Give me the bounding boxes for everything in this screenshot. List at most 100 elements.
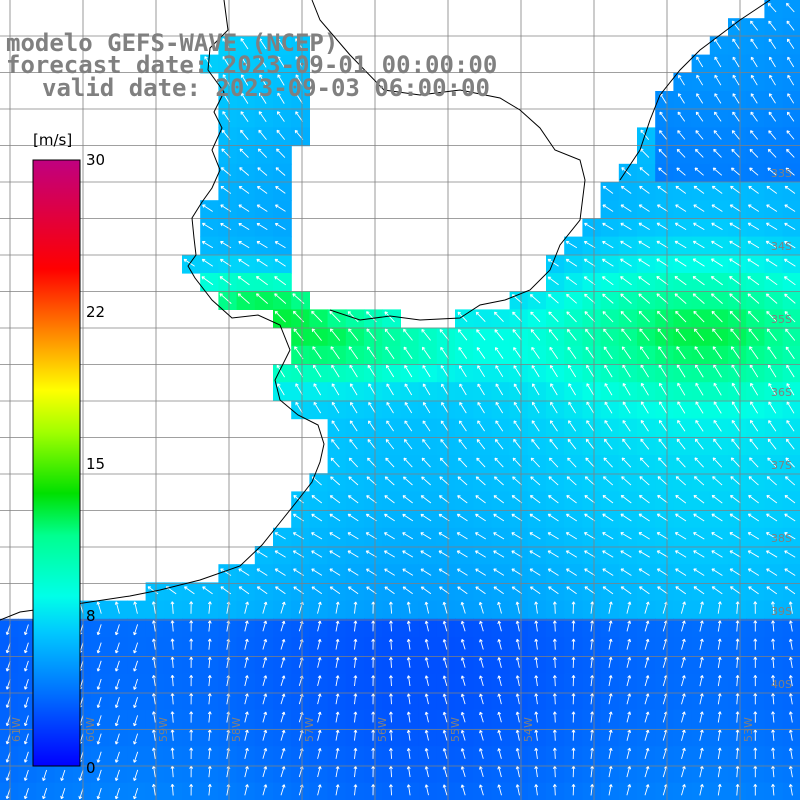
wind-arrow <box>353 766 358 778</box>
wind-speed-cell <box>782 254 800 274</box>
wind-arrow <box>590 747 595 759</box>
wind-arrow <box>244 747 249 760</box>
wind-arrow <box>456 568 468 576</box>
wind-arrow <box>621 328 632 341</box>
wind-arrow <box>656 240 669 249</box>
wind-arrow <box>460 748 466 759</box>
wind-arrow <box>656 293 669 304</box>
wind-arrow <box>439 586 450 595</box>
wind-arrow <box>699 747 704 760</box>
wind-arrow <box>659 130 668 140</box>
wind-arrow <box>317 766 322 778</box>
wind-arrow <box>406 711 411 723</box>
wind-arrow <box>620 513 632 522</box>
wind-arrow <box>331 420 340 432</box>
wind-arrow <box>170 747 175 760</box>
wind-arrow <box>620 550 632 558</box>
wind-arrow <box>403 328 413 341</box>
wind-arrow <box>424 657 429 668</box>
wind-arrow <box>114 660 120 672</box>
wind-arrow <box>133 787 139 800</box>
wind-arrow <box>515 784 520 796</box>
wind-arrow <box>750 38 758 49</box>
wind-arrow <box>497 693 502 705</box>
wind-arrow <box>712 457 723 468</box>
wind-arrow <box>639 167 650 176</box>
wind-arrow <box>786 420 795 432</box>
wind-arrow <box>420 550 432 558</box>
wind-arrow <box>787 93 795 104</box>
wind-arrow <box>240 92 249 104</box>
wind-arrow <box>747 222 760 230</box>
wind-arrow <box>256 185 268 194</box>
wind-arrow <box>675 513 687 522</box>
wind-arrow <box>568 420 577 432</box>
wind-arrow <box>711 550 723 558</box>
wind-speed-cell <box>782 345 800 365</box>
wind-arrow <box>170 783 175 796</box>
wind-arrow <box>244 601 249 614</box>
wind-arrow <box>534 693 539 705</box>
wind-arrow <box>317 675 322 687</box>
wind-arrow <box>201 241 214 249</box>
wind-speed-cell <box>782 200 800 219</box>
wind-arrow <box>566 568 577 576</box>
wind-arrow <box>735 656 740 668</box>
wind-arrow <box>96 624 102 636</box>
wind-arrow <box>656 550 669 558</box>
wind-arrow <box>608 729 613 741</box>
wind-arrow <box>317 657 322 668</box>
wind-speed-cell <box>782 91 800 110</box>
wind-arrow <box>771 638 775 650</box>
wind-arrow <box>586 364 595 378</box>
wind-arrow <box>133 769 139 781</box>
wind-arrow <box>189 674 194 687</box>
wind-arrow <box>262 620 268 632</box>
wind-arrow <box>768 93 776 104</box>
wind-arrow <box>656 204 669 212</box>
wind-arrow <box>693 476 705 486</box>
wind-arrow <box>568 383 576 396</box>
wind-arrow <box>552 656 557 668</box>
wind-arrow <box>534 601 539 614</box>
wind-arrow <box>494 347 504 359</box>
wind-arrow <box>586 401 595 414</box>
wind-speed-cell <box>782 54 800 74</box>
wind-arrow <box>389 657 393 668</box>
wind-arrow <box>711 586 723 595</box>
wind-arrow <box>459 365 467 378</box>
wind-arrow <box>769 74 776 86</box>
wind-arrow <box>456 550 468 558</box>
wind-arrow <box>712 346 723 360</box>
wind-arrow <box>277 383 285 396</box>
wind-arrow <box>729 550 741 558</box>
wind-arrow <box>406 729 411 741</box>
wind-arrow <box>750 20 759 31</box>
wind-arrow <box>274 550 286 558</box>
wind-arrow <box>513 383 522 396</box>
wind-arrow <box>495 420 504 432</box>
wind-arrow <box>476 457 486 468</box>
wind-arrow <box>311 532 323 540</box>
wind-arrow <box>219 293 232 304</box>
wind-arrow <box>729 310 741 323</box>
wind-arrow <box>353 620 358 632</box>
wind-arrow <box>601 276 614 286</box>
wind-arrow <box>151 656 156 668</box>
wind-arrow <box>786 130 795 140</box>
wind-arrow <box>442 784 448 796</box>
wind-arrow <box>239 148 249 158</box>
wind-arrow <box>96 751 102 763</box>
wind-arrow <box>766 185 778 194</box>
wind-arrow <box>476 438 486 450</box>
wind-arrow <box>348 457 359 468</box>
wind-arrow <box>785 457 795 468</box>
wind-arrow <box>566 293 577 304</box>
wind-arrow <box>280 638 286 650</box>
wind-arrow <box>735 693 740 705</box>
wind-arrow <box>694 457 704 468</box>
wind-arrow <box>640 401 649 414</box>
wind-arrow <box>350 401 358 414</box>
wind-arrow <box>622 364 631 378</box>
wind-arrow <box>735 674 740 687</box>
